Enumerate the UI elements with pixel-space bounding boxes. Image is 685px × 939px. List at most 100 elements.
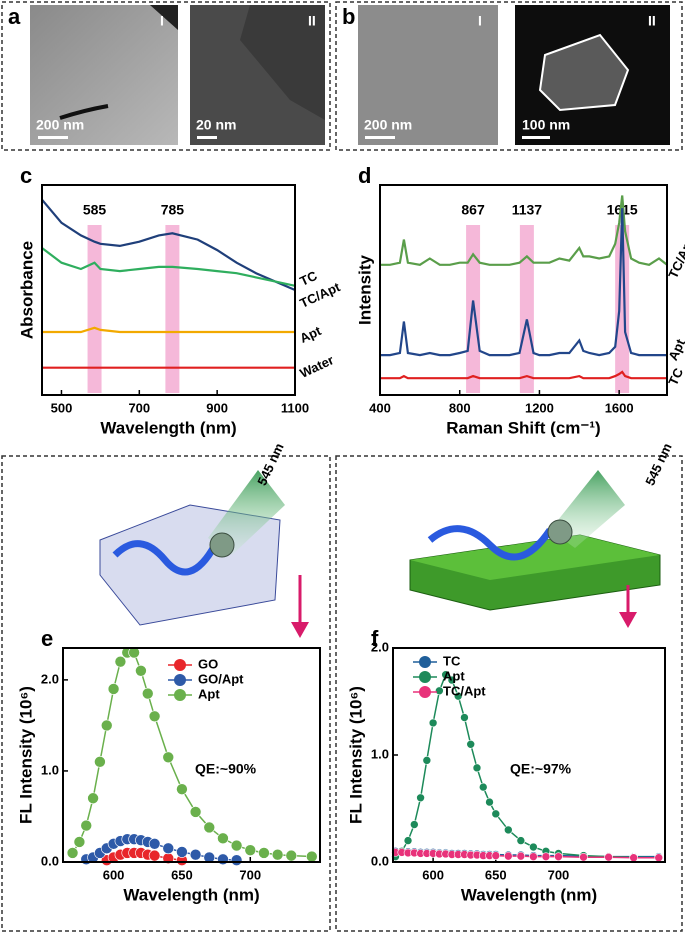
x-tick-label: 800 xyxy=(449,400,471,415)
data-point xyxy=(87,792,99,805)
data-point xyxy=(529,852,538,861)
y-tick-label: 2.0 xyxy=(41,671,59,686)
micrograph-feature xyxy=(538,33,630,112)
data-point xyxy=(504,851,513,861)
x-tick-label: 600 xyxy=(103,867,125,882)
annotation: QE:~97% xyxy=(510,761,572,777)
data-point xyxy=(410,820,419,829)
data-point xyxy=(305,850,318,863)
data-point xyxy=(416,793,425,803)
data-point xyxy=(604,852,613,862)
data-point xyxy=(135,664,147,677)
legend-label: TC/Apt xyxy=(443,683,486,698)
data-point xyxy=(80,819,93,832)
data-point xyxy=(258,847,270,859)
data-point xyxy=(529,842,538,852)
highlight-band xyxy=(615,225,630,393)
data-point xyxy=(441,670,450,680)
data-point xyxy=(100,719,113,732)
series-line xyxy=(71,651,312,858)
scale-bar xyxy=(522,136,550,139)
micrograph-feature xyxy=(59,104,109,120)
x-tick-label: 700 xyxy=(239,867,261,882)
scale-label: 20 nm xyxy=(196,117,236,133)
data-point xyxy=(654,853,664,863)
series-line xyxy=(380,370,667,380)
image-label: I xyxy=(160,13,164,29)
data-point xyxy=(447,675,457,685)
micrograph xyxy=(358,5,498,145)
data-point xyxy=(217,832,229,845)
series-label: TC xyxy=(665,365,685,388)
data-point xyxy=(516,836,526,845)
series-line xyxy=(41,198,296,292)
legend-marker xyxy=(174,659,186,671)
legend-label: TC xyxy=(443,653,461,668)
image-label: II xyxy=(648,13,656,29)
x-tick-label: 500 xyxy=(51,400,73,415)
data-point xyxy=(579,852,588,862)
y-axis-label: Absorbance xyxy=(17,241,36,339)
annotation: QE:~90% xyxy=(195,761,257,777)
x-tick-label: 600 xyxy=(422,867,444,882)
mineral-top xyxy=(410,535,660,580)
data-point xyxy=(230,854,243,866)
data-point xyxy=(189,848,202,861)
data-point xyxy=(453,691,463,701)
data-point xyxy=(541,852,551,861)
x-tick-label: 400 xyxy=(369,400,391,415)
data-point xyxy=(244,844,257,856)
data-point xyxy=(141,687,154,700)
series-label: TC xyxy=(297,268,320,289)
data-point xyxy=(271,848,284,861)
highlight-band xyxy=(519,225,534,393)
series-label: TC/Apt xyxy=(665,235,685,281)
y-tick-label: 0.0 xyxy=(41,853,59,868)
x-tick-label: 1600 xyxy=(605,400,634,415)
scale-label: 200 nm xyxy=(364,117,412,133)
excitation-label: 545 nm xyxy=(254,441,287,488)
data-point xyxy=(94,756,106,768)
data-point xyxy=(491,851,501,860)
fluorophore xyxy=(209,532,235,558)
scale-bar xyxy=(365,136,395,139)
panel-frame xyxy=(335,455,683,932)
image-label: I xyxy=(478,13,482,29)
series-label: Apt xyxy=(297,323,324,346)
panel-letter: c xyxy=(20,163,32,188)
image-label: II xyxy=(308,13,316,29)
scale-bar xyxy=(197,136,217,139)
data-point xyxy=(485,797,494,807)
data-point xyxy=(491,809,501,819)
x-tick-label: 650 xyxy=(171,867,193,882)
micrograph-feature xyxy=(240,5,325,120)
y-tick-label: 0.0 xyxy=(371,853,389,868)
panel-letter: b xyxy=(342,4,355,29)
x-axis-label: Wavelength (nm) xyxy=(123,885,259,904)
legend-label: Apt xyxy=(198,686,220,701)
scale-bar xyxy=(38,136,68,139)
plot-frame xyxy=(41,184,296,396)
panel-letter: e xyxy=(41,626,53,651)
x-tick-label: 650 xyxy=(485,867,507,882)
series-line xyxy=(380,195,668,266)
data-point xyxy=(435,686,444,696)
highlight-label: 585 xyxy=(83,202,107,218)
data-point xyxy=(230,839,243,852)
data-point xyxy=(403,836,413,845)
x-tick-label: 700 xyxy=(128,400,150,415)
arrow-head xyxy=(291,622,309,638)
data-point xyxy=(422,756,432,765)
arrow-head xyxy=(619,612,637,628)
data-point xyxy=(428,718,438,728)
legend-marker xyxy=(419,656,431,668)
data-point xyxy=(478,782,488,792)
panel-frame xyxy=(1,455,331,932)
panel-letter: a xyxy=(8,4,21,29)
data-point xyxy=(176,783,188,795)
excitation-label: 545 nm xyxy=(642,441,675,488)
highlight-label: 785 xyxy=(161,202,185,218)
data-point xyxy=(460,713,469,722)
data-point xyxy=(162,842,175,855)
highlight-label: 1137 xyxy=(512,202,543,218)
